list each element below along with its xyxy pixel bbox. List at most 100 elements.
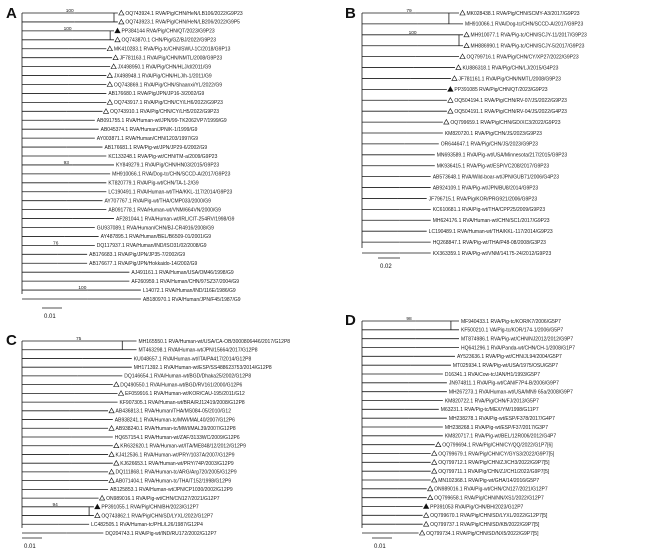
study-strain-marker xyxy=(423,503,430,509)
taxon-label: GU937089.1 RVA/Human/CHN/BJ-CR4916/2008/… xyxy=(97,225,214,231)
taxon-label: AY487895.1 RVA/Human/BEL/B6509-01/2001/G… xyxy=(101,234,212,240)
taxon-label: OQ799658.1 RVA/Pig/CHN/NN/XS1/2022/G12P7 xyxy=(434,495,544,501)
taxon-label: KC610681.1 RVA/Pig-wt/THA/CPP25/2009/G9P… xyxy=(433,207,546,213)
taxon-label: LC190489.1 RVA/Human-wt/THA/KKL-117/2014… xyxy=(429,229,553,235)
scale-label-c: 0.01 xyxy=(24,544,36,550)
reference-strain-marker xyxy=(427,485,434,492)
taxon-label: KY849279.1 RVA/Pig/CHN/HN03/2015/G9P23 xyxy=(116,163,219,169)
taxon-label: DQ146654.1 RVA/Human-wt/BGD/Dhaka25/2002… xyxy=(124,374,251,380)
bootstrap-value: 93 xyxy=(64,160,70,166)
reference-strain-marker xyxy=(447,97,454,103)
taxon-label: KX363359.1 RVA/Pig-wt/VNM/14175-24/2012/… xyxy=(433,251,552,257)
reference-strain-marker xyxy=(431,467,438,474)
taxon-label: AF281044.1 RVA/Human-wt/IRL/CIT-254RV/19… xyxy=(116,216,235,222)
taxon-label: OQ743917.1 RVA/Pig/CHN/CY/LH6/2022/G9P23 xyxy=(114,100,223,106)
taxon-label: KJ412536.1 RVA/Human-wt/PRY/1037A/2007/G… xyxy=(116,452,235,458)
reference-strain-marker xyxy=(108,477,115,483)
reference-strain-marker xyxy=(443,118,450,125)
reference-strain-marker xyxy=(418,529,426,536)
reference-strain-marker xyxy=(106,81,113,87)
tree-b: MK028438.1 RVA/Pig/CHN/SCMY-A3/2017/G9P2… xyxy=(361,8,587,257)
taxon-label: OQ504194.1 RVA/Pig/CHN/RV-07/JS/2022/G9P… xyxy=(454,98,567,104)
bootstrap-value: 100 xyxy=(78,285,86,291)
reference-strain-marker xyxy=(117,390,125,396)
reference-strain-marker xyxy=(423,520,430,527)
reference-strain-marker xyxy=(114,36,121,43)
reference-strain-marker xyxy=(431,476,438,483)
taxon-label: OQ799734.1 RVA/Pig/CHN/SD/NX5/2022/G9P7[… xyxy=(426,531,539,537)
taxon-label: KJ626653.1 RVA/Human-wt/PRY/74P/2003/G12… xyxy=(120,461,234,467)
taxon-label: KM820720.1 RVA/Pig/CHN/JS/2023/G9P23 xyxy=(445,131,542,137)
reference-strain-marker xyxy=(102,108,110,114)
taxon-label: HQ657154.1 RVA/Human-wt/ZAF/3133WC/2009/… xyxy=(115,435,240,441)
taxon-label: AB924109.1 RVA/Pig-wt/JPN/BU8/2014/G9P23 xyxy=(433,185,539,191)
taxon-label: PP391085 RVA/Pig/CHN/QT/2023/G9P23 xyxy=(454,87,547,93)
reference-strain-marker xyxy=(113,381,120,387)
taxon-label: OQ743923.1 RVA/Pig/CHN/HeN/LB206/2022/G9… xyxy=(125,20,240,26)
taxon-label: KT820779.1 RVA/Pig-wt/CHN/TA-1-2/G9 xyxy=(108,181,199,187)
taxon-label: KM820722.1 RVA/Pig/CHN/FJ/2013/G5P7 xyxy=(445,398,539,404)
taxon-label: PP391055.1 RVA/Pig/CHN/BH/2023/G12P7 xyxy=(101,505,199,511)
reference-strain-marker xyxy=(431,459,438,465)
taxon-label: OQ743862.1 RVA/Pig/CHN/SD/LYXL/2022/G12P… xyxy=(101,513,213,519)
taxon-label: OQ743910.1 RVA/Pig/CHN/CY/LH5/2022/G9P23 xyxy=(110,109,219,115)
taxon-label: LC190491.1 RVA/Human-wt/THA/KKL-117/2014… xyxy=(108,190,232,196)
reference-strain-marker xyxy=(447,107,454,114)
taxon-label: AY707767.1 RVA/Pig-wt/THA/CMP033/2000/G9 xyxy=(104,198,211,204)
taxon-label: AB176677.1 RVA/Pig/JPN/Hokkaido-14/2002/… xyxy=(89,261,197,267)
taxon-label: ON989016.1 RVA/Pig-wt/CHN/CN127/2021/G12… xyxy=(434,487,548,493)
scale-label-d: 0.01 xyxy=(374,544,386,550)
taxon-label: AY523636.1 RVA/Pig-wt/CHN/JL94/2004/G5P7 xyxy=(457,354,562,360)
taxon-label: AY003871.1 RVA/Human/CHN/1203/1997/G9 xyxy=(97,136,198,142)
taxon-label: KF907305.1 RVA/Human-wt/BRA/RJ12419/2008… xyxy=(120,400,245,406)
taxon-label: OQ743870.1 CHN/Pig/GZ/BJ/2022/G9P23 xyxy=(122,38,217,44)
reference-strain-marker xyxy=(112,54,119,60)
panel-label-d: D xyxy=(345,312,356,329)
taxon-label: L14072.1 RVA/Human/IND/116E/1986/G9 xyxy=(143,288,236,294)
reference-strain-marker xyxy=(108,468,115,475)
reference-strain-marker xyxy=(94,512,101,518)
taxon-label: AB436813.1 RVA/Human/THA/MS084-05/2010/G… xyxy=(116,409,232,415)
reference-strain-marker xyxy=(463,31,470,38)
taxon-label: ON989016.1 RVA/Pig-wt/CHN/CN127/2021/G12… xyxy=(106,496,220,502)
taxon-label: JX498948.1 RVA/Pig/CHN/HLJ/h-1/2011/G9 xyxy=(114,73,212,79)
reference-strain-marker xyxy=(423,512,430,518)
taxon-label: MH910066.1 RVA/Dog-tc/CHN/SCCD-A/2017/G9… xyxy=(112,172,230,178)
panel-a: A OQ743924.1 RVA/Pig/CHN/HeN/LB106/2022/… xyxy=(6,5,243,320)
taxon-label: AB176680.1 RVA/Pig/JPN/JP16-3/2002/G9 xyxy=(108,91,204,97)
taxon-label: MH171392.1 RVA/Human-wt/ESP/SS488623753/… xyxy=(134,365,272,371)
taxon-label: JF781163.1 RVA/Pig/CHN/NMTL/2008/G9P23 xyxy=(120,55,223,61)
bootstrap-value: 100 xyxy=(409,30,417,36)
reference-strain-marker xyxy=(455,64,462,70)
reference-strain-marker xyxy=(451,75,458,81)
taxon-label: M63231.1 RVA/Pig-tc/MEX/YM/1998/G11P7 xyxy=(441,407,539,413)
taxon-label: MK936415.1 RVA/Pig-wt/ESP/VC208/2017/G9P… xyxy=(437,164,550,170)
reference-strain-marker xyxy=(113,442,120,449)
bootstrap-value: 76 xyxy=(53,240,59,246)
taxon-label: MT874986.1 RVA/Pig-wt/CHN/NJ2012/2012/G9… xyxy=(461,336,573,342)
taxon-label: OQ799694.1 RVA/Pig/CHN/CY/QQ/2022/G1P7[6… xyxy=(442,442,553,448)
reference-strain-marker xyxy=(431,450,438,456)
reference-strain-marker xyxy=(435,441,442,447)
taxon-label: MH910066.1 RVA/Dog-tc/CHN/SCCD-A/2017/G9… xyxy=(465,22,583,28)
taxon-label: EF059916.1 RVA/Human-wt/KOR/CAU-195/2011… xyxy=(125,391,245,397)
taxon-label: MH238268.1 RVA/Pig-wt/ESP/F37/2017/G3P7 xyxy=(445,425,548,431)
taxon-label: JX498950.1 RVA/Pig/CHN/HLJ/d/2011/G9 xyxy=(118,64,212,70)
bootstrap-value: 94 xyxy=(53,502,59,508)
taxon-label: MT463298.1 RVA/Human-wt/JPN/15664/2017/G… xyxy=(139,348,258,354)
reference-strain-marker xyxy=(459,53,466,59)
bootstrap-value: 100 xyxy=(64,26,72,32)
taxon-label: OQ799659.1 RVA/Pig/CHN/GD/XC3/2022/G9P23 xyxy=(450,120,560,126)
reference-strain-marker xyxy=(106,45,113,52)
taxon-label: PP384144 RVA/Pig/CHN/QT/2023/G9P23 xyxy=(122,29,215,35)
taxon-label: JN974811.1 RVA/Pig-wt/CAN/F7P4-B/2006/G9… xyxy=(449,381,559,387)
taxon-label: KU886318.1 RVA/Pig/CHN/LJ/2015/G4P23 xyxy=(462,65,558,71)
reference-strain-marker xyxy=(113,459,120,466)
taxon-label: MF940433.1 RVA/Pig-tc/KOR/K7/2006/G5P7 xyxy=(461,319,561,325)
reference-strain-marker xyxy=(463,42,470,49)
tree-d: MF940433.1 RVA/Pig-tc/KOR/K7/2006/G5P7 98… xyxy=(361,316,575,537)
taxon-label: AB176681.1 RVA/Pig-wt/JPN/JP29-6/2002/G9 xyxy=(104,145,207,151)
panel-label-a: A xyxy=(6,5,17,22)
reference-strain-marker xyxy=(118,9,125,16)
